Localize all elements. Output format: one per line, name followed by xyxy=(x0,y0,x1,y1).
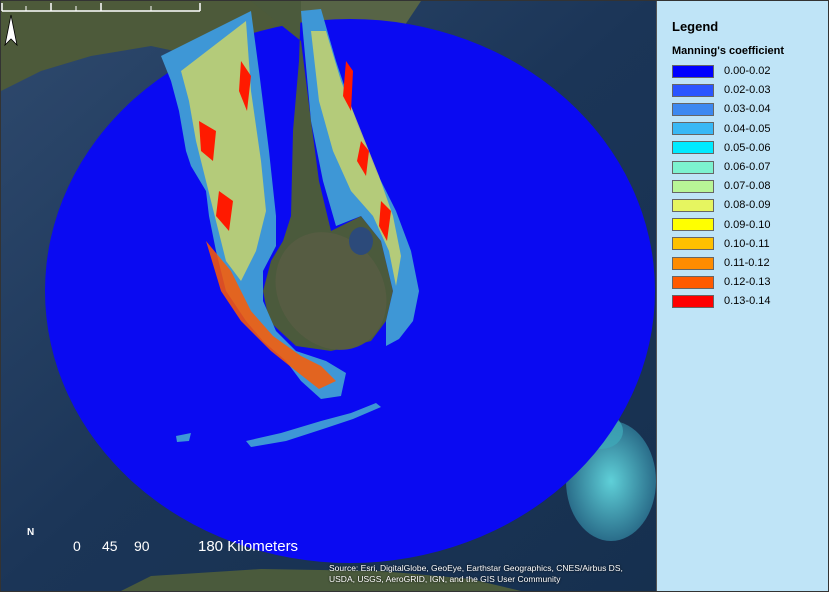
east-coast-red-patches xyxy=(343,61,391,241)
legend-swatch xyxy=(672,102,714,116)
north-arrow-label: N xyxy=(27,527,35,538)
lake-okeechobee xyxy=(349,227,373,255)
legend-item: 0.00-0.02 xyxy=(672,64,770,78)
map-canvas xyxy=(1,1,656,591)
legend-item: 0.09-0.10 xyxy=(672,218,770,232)
legend-item: 0.07-0.08 xyxy=(672,179,770,193)
legend-item: 0.04-0.05 xyxy=(672,122,770,136)
legend-item: 0.12-0.13 xyxy=(672,275,770,289)
legend-swatch xyxy=(672,83,714,97)
florida-keys xyxy=(246,403,381,447)
north-arrow-icon xyxy=(4,14,18,47)
legend-item: 0.03-0.04 xyxy=(672,102,770,116)
legend-swatch xyxy=(672,294,714,308)
west-coast-red-patches xyxy=(199,61,251,231)
legend-item: 0.08-0.09 xyxy=(672,198,770,212)
legend-label: 0.11-0.12 xyxy=(724,257,770,269)
scale-bar xyxy=(1,3,201,12)
east-coast-mid-values xyxy=(311,31,401,286)
legend-label: 0.13-0.14 xyxy=(724,295,771,308)
scale-units-label: 180 Kilometers xyxy=(198,538,298,555)
legend-item: 0.10-0.11 xyxy=(672,237,770,251)
legend-label: 0.07-0.08 xyxy=(724,180,771,193)
legend-item: 0.02-0.03 xyxy=(672,83,770,97)
legend-item: 0.05-0.06 xyxy=(672,141,770,155)
legend-swatch xyxy=(672,198,714,212)
legend-swatch xyxy=(672,275,714,289)
legend-swatch xyxy=(672,237,714,251)
legend-label: 0.12-0.13 xyxy=(724,276,771,289)
legend-swatch xyxy=(672,218,714,232)
legend-item: 0.13-0.14 xyxy=(672,294,770,308)
legend-panel: Legend Manning's coefficient 0.00-0.02 0.… xyxy=(656,1,828,591)
legend-label: 0.02-0.03 xyxy=(724,84,771,97)
scale-units: Kilometers xyxy=(227,538,299,555)
legend-label: 0.10-0.11 xyxy=(724,237,770,250)
legend-label: 0.06-0.07 xyxy=(724,161,771,173)
cuba-coast xyxy=(121,569,521,591)
west-coast-high-values xyxy=(206,241,336,389)
legend-label: 0.05-0.06 xyxy=(724,141,771,154)
map-credits: Source: Esri, DigitalGlobe, GeoEye, Eart… xyxy=(329,563,623,584)
legend-swatch xyxy=(672,160,714,174)
dry-tortugas xyxy=(176,433,191,442)
legend-title: Legend xyxy=(672,19,719,34)
legend-label: 0.08-0.09 xyxy=(724,199,771,212)
scale-tick-90: 90 xyxy=(134,538,150,554)
scale-tick-0: 0 xyxy=(73,538,81,554)
scale-tick-45: 45 xyxy=(102,538,118,554)
legend-swatch xyxy=(672,256,714,270)
legend-item: 0.06-0.07 xyxy=(672,160,770,174)
legend-swatch xyxy=(672,122,714,136)
legend-swatch xyxy=(672,179,714,193)
legend-label: 0.04-0.05 xyxy=(724,122,771,135)
legend-subtitle: Manning's coefficient xyxy=(672,45,785,57)
lake-okeechobee-region xyxy=(275,232,387,350)
legend-label: 0.00-0.02 xyxy=(724,65,771,77)
legend-label: 0.03-0.04 xyxy=(724,103,771,116)
legend-label: 0.09-0.10 xyxy=(724,218,771,231)
legend-item: 0.11-0.12 xyxy=(672,256,770,270)
map-area[interactable]: N 0 45 90 180 Kilometers Source: Esri, D… xyxy=(1,1,656,591)
legend-swatch xyxy=(672,64,714,78)
legend-swatch xyxy=(672,141,714,155)
scale-tick-180: 180 xyxy=(198,538,224,555)
